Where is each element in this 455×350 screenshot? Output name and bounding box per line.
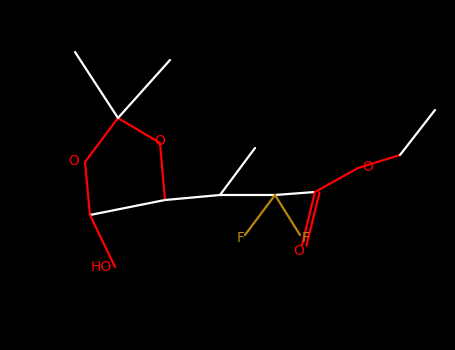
Text: F: F	[237, 231, 244, 245]
Text: O: O	[155, 134, 166, 148]
Text: HO: HO	[91, 260, 112, 274]
Text: F: F	[302, 231, 309, 245]
Text: O: O	[68, 154, 79, 168]
Text: O: O	[363, 160, 374, 174]
Text: O: O	[293, 244, 304, 258]
